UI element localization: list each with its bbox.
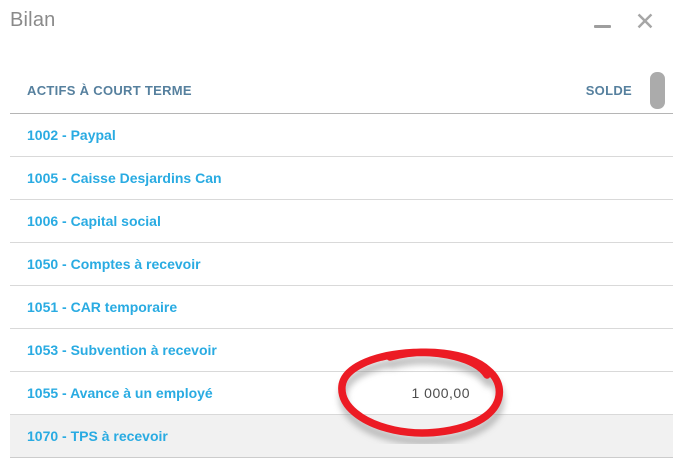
column-header-account: ACTIFS À COURT TERME: [27, 83, 192, 98]
account-link[interactable]: 1055 - Avance à un employé: [27, 385, 213, 401]
account-link[interactable]: 1053 - Subvention à recevoir: [27, 342, 217, 358]
account-link[interactable]: 1070 - TPS à recevoir: [27, 428, 168, 444]
table-row: 1053 - Subvention à recevoir: [10, 329, 673, 372]
table-row: 1002 - Paypal: [10, 114, 673, 157]
account-link[interactable]: 1002 - Paypal: [27, 127, 116, 143]
account-link[interactable]: 1005 - Caisse Desjardins Can: [27, 170, 222, 186]
table-row: 1005 - Caisse Desjardins Can: [10, 157, 673, 200]
close-icon[interactable]: ✕: [634, 8, 656, 36]
account-link[interactable]: 1006 - Capital social: [27, 213, 161, 229]
table-row: 1055 - Avance à un employé 1 000,00: [10, 372, 673, 415]
account-list: 1002 - Paypal 1005 - Caisse Desjardins C…: [10, 114, 673, 458]
column-header-balance: SOLDE: [585, 83, 632, 98]
table-row: 1070 - TPS à recevoir: [10, 415, 673, 458]
table-row: 1051 - CAR temporaire: [10, 286, 673, 329]
account-link[interactable]: 1051 - CAR temporaire: [27, 299, 178, 315]
minimize-icon[interactable]: [592, 15, 614, 37]
scrollbar-thumb[interactable]: [650, 72, 665, 109]
account-link[interactable]: 1050 - Comptes à recevoir: [27, 256, 201, 272]
window-title: Bilan: [10, 9, 56, 31]
balance-value: 1 000,00: [411, 385, 470, 401]
table-row: 1050 - Comptes à recevoir: [10, 243, 673, 286]
table-header: ACTIFS À COURT TERME SOLDE: [10, 68, 673, 114]
table-row: 1006 - Capital social: [10, 200, 673, 243]
